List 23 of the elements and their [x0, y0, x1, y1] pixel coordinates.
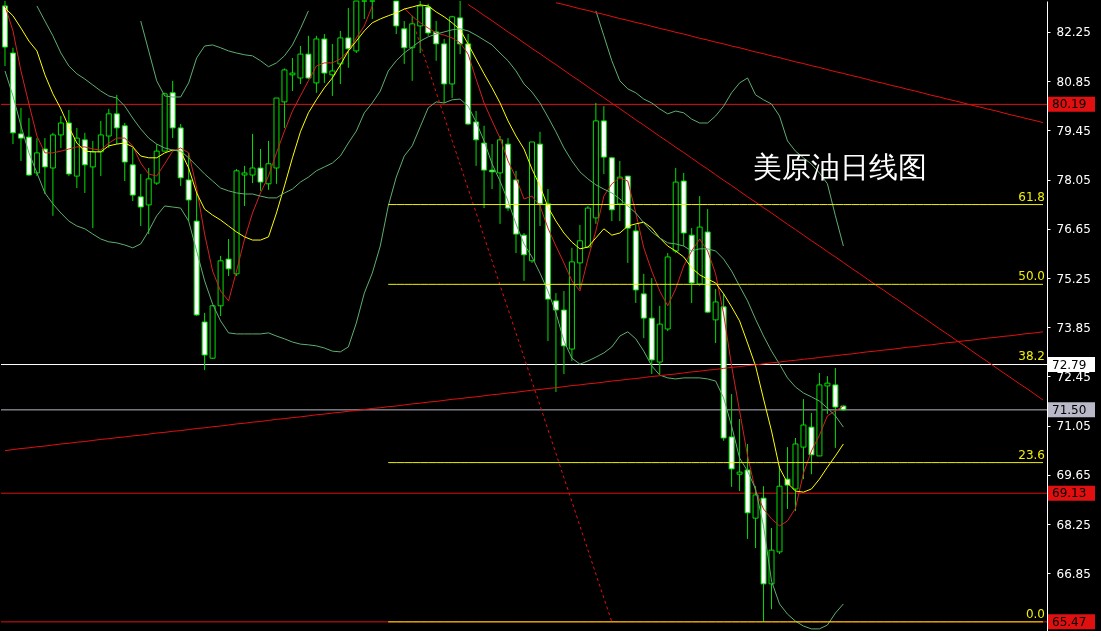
ref-line-label: 72.79	[1052, 357, 1087, 372]
annotation: 0.0	[1025, 606, 1045, 621]
annotation: 23.6	[1018, 447, 1045, 462]
annotation: 38.2	[1018, 349, 1045, 364]
text: 美原油日线图	[753, 150, 927, 184]
y-tick-label: 71.05	[1056, 419, 1091, 434]
y-tick-label: 66.85	[1056, 566, 1091, 581]
y-tick-label: 69.65	[1056, 468, 1091, 483]
y-tick-label: 76.65	[1056, 222, 1091, 237]
y-tick-label: 82.25	[1056, 25, 1091, 40]
y-tick-label: 73.85	[1056, 320, 1091, 335]
ref-line-label: 71.50	[1052, 402, 1087, 417]
y-tick-label: 78.05	[1056, 173, 1091, 188]
y-tick-label: 79.45	[1056, 123, 1091, 138]
ref-line-label: 65.47	[1052, 614, 1087, 629]
ref-line-label: 69.13	[1052, 486, 1087, 501]
y-tick-label: 80.85	[1056, 74, 1091, 89]
annotation: 61.8	[1018, 189, 1045, 204]
annotation: 50.0	[1018, 269, 1045, 284]
y-tick-label: 68.25	[1056, 517, 1091, 532]
y-tick-label: 75.25	[1056, 271, 1091, 286]
y-tick-label: 72.45	[1056, 369, 1091, 384]
ref-line-label: 80.19	[1052, 97, 1087, 112]
